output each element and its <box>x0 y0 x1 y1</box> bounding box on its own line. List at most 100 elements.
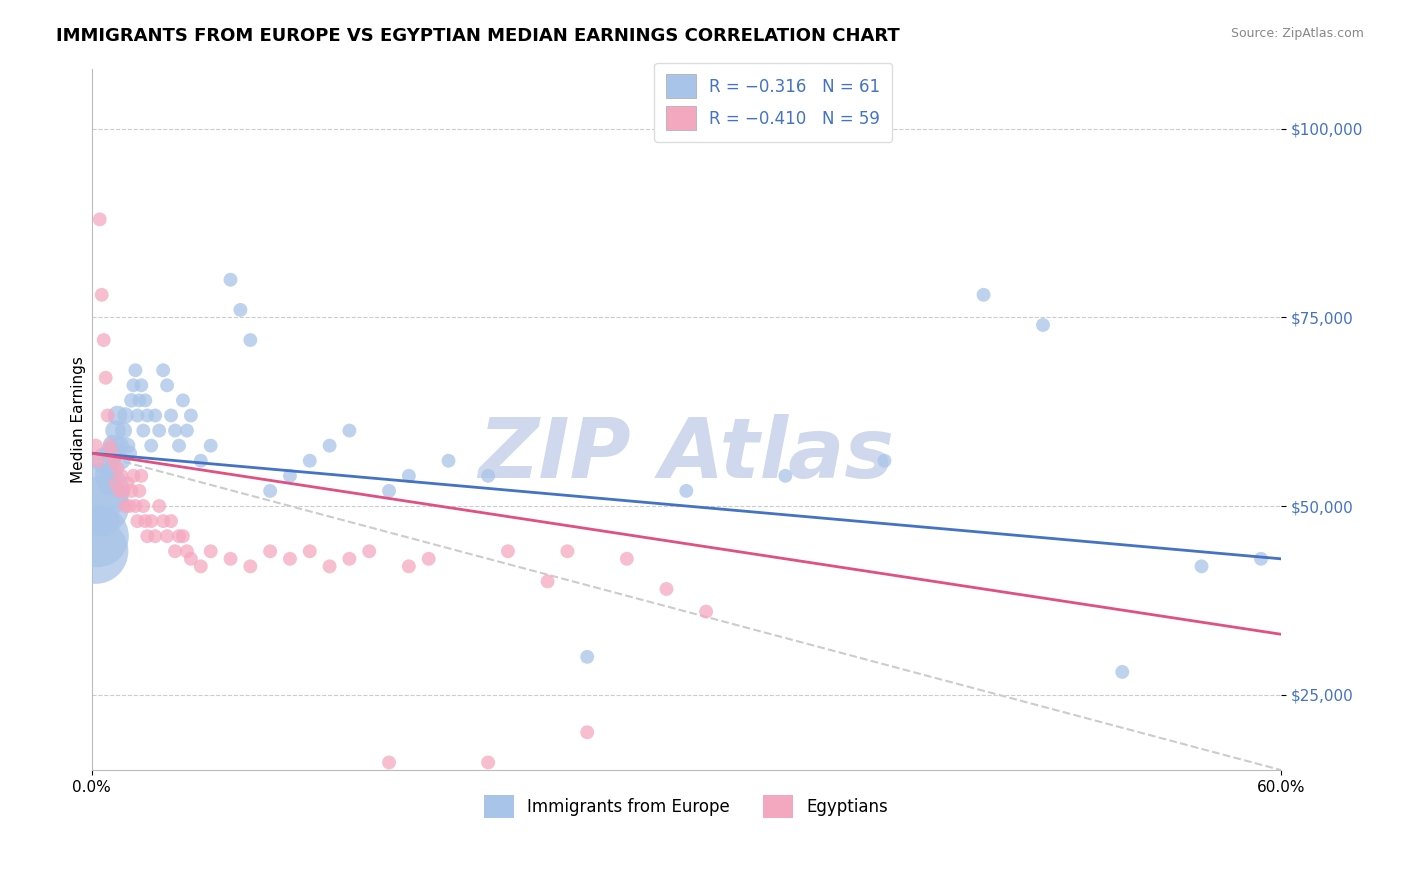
Point <box>114 499 136 513</box>
Point <box>110 454 132 468</box>
Point <box>973 287 995 301</box>
Point <box>104 424 127 438</box>
Point <box>87 529 110 543</box>
Point <box>318 439 340 453</box>
Point <box>108 483 131 498</box>
Point <box>132 499 155 513</box>
Point <box>97 409 120 423</box>
Text: ZIP Atlas: ZIP Atlas <box>478 414 894 495</box>
Point <box>418 551 440 566</box>
Point <box>98 439 121 453</box>
Point <box>477 756 499 770</box>
Point <box>107 409 129 423</box>
Point <box>114 409 136 423</box>
Point <box>259 544 281 558</box>
Point <box>219 273 242 287</box>
Point <box>112 483 135 498</box>
Point <box>176 424 198 438</box>
Point <box>127 409 149 423</box>
Point <box>1250 551 1272 566</box>
Point <box>103 454 125 468</box>
Point <box>131 378 153 392</box>
Point <box>576 649 599 664</box>
Point <box>143 529 166 543</box>
Point <box>229 302 252 317</box>
Point <box>122 468 145 483</box>
Text: IMMIGRANTS FROM EUROPE VS EGYPTIAN MEDIAN EARNINGS CORRELATION CHART: IMMIGRANTS FROM EUROPE VS EGYPTIAN MEDIA… <box>56 27 900 45</box>
Point <box>298 454 321 468</box>
Point <box>339 424 361 438</box>
Point <box>163 544 186 558</box>
Point <box>117 439 139 453</box>
Point <box>398 559 420 574</box>
Point <box>477 468 499 483</box>
Point <box>176 544 198 558</box>
Point <box>84 544 107 558</box>
Point <box>1032 318 1054 332</box>
Point <box>695 605 717 619</box>
Point <box>120 393 142 408</box>
Point <box>93 333 115 347</box>
Point <box>84 439 107 453</box>
Point <box>655 582 678 596</box>
Point <box>120 483 142 498</box>
Point <box>89 212 111 227</box>
Point <box>437 454 460 468</box>
Point <box>1191 559 1213 574</box>
Point <box>167 439 190 453</box>
Point <box>180 409 202 423</box>
Point <box>148 424 170 438</box>
Point <box>141 439 163 453</box>
Point <box>172 529 194 543</box>
Point <box>104 476 127 491</box>
Point <box>160 514 183 528</box>
Point <box>103 439 125 453</box>
Text: Source: ZipAtlas.com: Source: ZipAtlas.com <box>1230 27 1364 40</box>
Point <box>167 529 190 543</box>
Point <box>259 483 281 498</box>
Point <box>160 409 183 423</box>
Point <box>298 544 321 558</box>
Point <box>152 363 174 377</box>
Point <box>219 551 242 566</box>
Point <box>134 393 156 408</box>
Point <box>141 514 163 528</box>
Point <box>97 468 120 483</box>
Point <box>339 551 361 566</box>
Point <box>536 574 558 589</box>
Point <box>775 468 797 483</box>
Point <box>200 544 222 558</box>
Point <box>128 393 150 408</box>
Point <box>134 514 156 528</box>
Point <box>143 409 166 423</box>
Point <box>239 559 262 574</box>
Point <box>93 514 115 528</box>
Point <box>90 287 112 301</box>
Point <box>90 483 112 498</box>
Point <box>127 514 149 528</box>
Point <box>136 529 159 543</box>
Point <box>1111 665 1133 679</box>
Point <box>132 424 155 438</box>
Point <box>190 454 212 468</box>
Point <box>107 461 129 475</box>
Point <box>118 499 141 513</box>
Point <box>94 371 117 385</box>
Point <box>378 483 401 498</box>
Point <box>117 476 139 491</box>
Point <box>496 544 519 558</box>
Point <box>110 468 132 483</box>
Point <box>108 439 131 453</box>
Point <box>576 725 599 739</box>
Point <box>124 499 146 513</box>
Point <box>98 476 121 491</box>
Point <box>89 499 111 513</box>
Point <box>118 446 141 460</box>
Legend: Immigrants from Europe, Egyptians: Immigrants from Europe, Egyptians <box>478 788 896 825</box>
Point <box>278 468 301 483</box>
Point <box>200 439 222 453</box>
Point <box>675 483 697 498</box>
Point <box>100 446 122 460</box>
Point <box>136 409 159 423</box>
Y-axis label: Median Earnings: Median Earnings <box>72 356 86 483</box>
